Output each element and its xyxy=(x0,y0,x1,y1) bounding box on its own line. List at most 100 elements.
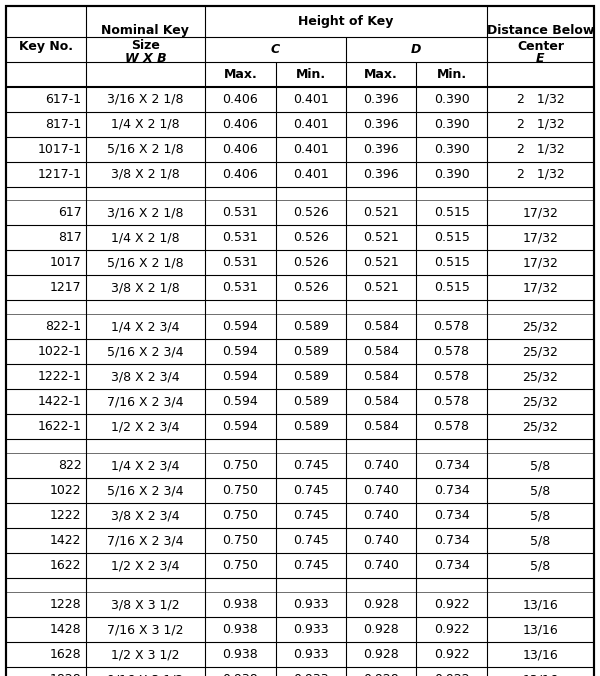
Text: 5/8: 5/8 xyxy=(530,459,551,473)
Text: 7/16 X 3 1/2: 7/16 X 3 1/2 xyxy=(107,623,184,636)
Text: 17/32: 17/32 xyxy=(523,206,559,220)
Text: 0.390: 0.390 xyxy=(434,118,469,130)
Text: 1017-1: 1017-1 xyxy=(38,143,82,155)
Text: 5/16 X 2 1/8: 5/16 X 2 1/8 xyxy=(107,143,184,155)
Text: 3/8 X 2 1/8: 3/8 X 2 1/8 xyxy=(111,281,180,295)
Text: 817-1: 817-1 xyxy=(46,118,82,130)
Text: 0.933: 0.933 xyxy=(293,598,329,611)
Text: 0.584: 0.584 xyxy=(363,370,399,383)
Text: 0.584: 0.584 xyxy=(363,320,399,333)
Text: 822: 822 xyxy=(58,459,82,473)
Text: 0.734: 0.734 xyxy=(434,484,469,498)
Text: 0.526: 0.526 xyxy=(293,281,329,295)
Text: 25/32: 25/32 xyxy=(523,395,559,408)
Text: 0.401: 0.401 xyxy=(293,143,329,155)
Text: 0.584: 0.584 xyxy=(363,395,399,408)
Text: 0.750: 0.750 xyxy=(222,534,258,548)
Text: 0.406: 0.406 xyxy=(223,143,258,155)
Text: Nominal Key
Size: Nominal Key Size xyxy=(101,24,189,52)
Text: 0.928: 0.928 xyxy=(363,598,399,611)
Text: 1622: 1622 xyxy=(50,559,82,572)
Text: 0.594: 0.594 xyxy=(223,320,258,333)
Text: 13/16: 13/16 xyxy=(523,598,558,611)
Text: Min.: Min. xyxy=(296,68,326,80)
Text: 0.578: 0.578 xyxy=(434,345,470,358)
Text: 0.515: 0.515 xyxy=(434,281,470,295)
Text: 0.745: 0.745 xyxy=(293,534,329,548)
Text: 1/2 X 2 3/4: 1/2 X 2 3/4 xyxy=(111,559,179,572)
Text: 1017: 1017 xyxy=(50,256,82,270)
Text: 1228: 1228 xyxy=(50,598,82,611)
Text: 0.922: 0.922 xyxy=(434,623,469,636)
Text: 2   1/32: 2 1/32 xyxy=(517,168,564,180)
Text: 0.406: 0.406 xyxy=(223,118,258,130)
Text: 0.578: 0.578 xyxy=(434,420,470,433)
Text: D: D xyxy=(411,43,422,55)
Text: 1/4 X 2 1/8: 1/4 X 2 1/8 xyxy=(111,231,179,245)
Text: 3/8 X 3 1/2: 3/8 X 3 1/2 xyxy=(111,598,179,611)
Text: 0.521: 0.521 xyxy=(363,281,399,295)
Text: 0.594: 0.594 xyxy=(223,420,258,433)
Text: 0.589: 0.589 xyxy=(293,345,329,358)
Text: 0.938: 0.938 xyxy=(223,623,258,636)
Text: 2   1/32: 2 1/32 xyxy=(517,93,564,105)
Text: 3/16 X 2 1/8: 3/16 X 2 1/8 xyxy=(107,93,184,105)
Text: 0.734: 0.734 xyxy=(434,459,469,473)
Text: 0.584: 0.584 xyxy=(363,345,399,358)
Text: 0.734: 0.734 xyxy=(434,534,469,548)
Text: 0.515: 0.515 xyxy=(434,206,470,220)
Text: 1217-1: 1217-1 xyxy=(38,168,82,180)
Text: 5/8: 5/8 xyxy=(530,534,551,548)
Text: 17/32: 17/32 xyxy=(523,231,559,245)
Text: E: E xyxy=(536,52,545,65)
Text: 1622-1: 1622-1 xyxy=(38,420,82,433)
Text: 1828: 1828 xyxy=(50,673,82,676)
Text: 5/16 X 2 3/4: 5/16 X 2 3/4 xyxy=(107,345,184,358)
Text: 0.750: 0.750 xyxy=(222,459,258,473)
Text: 0.515: 0.515 xyxy=(434,256,470,270)
Text: 0.401: 0.401 xyxy=(293,93,329,105)
Text: 0.578: 0.578 xyxy=(434,320,470,333)
Text: 0.396: 0.396 xyxy=(364,118,399,130)
Text: 0.933: 0.933 xyxy=(293,623,329,636)
Text: 0.526: 0.526 xyxy=(293,206,329,220)
Text: 617-1: 617-1 xyxy=(46,93,82,105)
Text: 0.521: 0.521 xyxy=(363,231,399,245)
Text: 0.521: 0.521 xyxy=(363,256,399,270)
Text: 0.390: 0.390 xyxy=(434,168,469,180)
Text: 0.928: 0.928 xyxy=(363,623,399,636)
Text: 7/16 X 2 3/4: 7/16 X 2 3/4 xyxy=(107,395,184,408)
Text: 13/16: 13/16 xyxy=(523,648,558,661)
Text: 1022-1: 1022-1 xyxy=(38,345,82,358)
Text: 5/16 X 2 1/8: 5/16 X 2 1/8 xyxy=(107,256,184,270)
Text: 0.526: 0.526 xyxy=(293,231,329,245)
Text: 822-1: 822-1 xyxy=(46,320,82,333)
Text: 25/32: 25/32 xyxy=(523,420,559,433)
Text: Height of Key: Height of Key xyxy=(298,15,394,28)
Text: 5/8: 5/8 xyxy=(530,509,551,523)
Text: 1/4 X 2 3/4: 1/4 X 2 3/4 xyxy=(111,459,179,473)
Text: 0.584: 0.584 xyxy=(363,420,399,433)
Text: 25/32: 25/32 xyxy=(523,370,559,383)
Text: 0.406: 0.406 xyxy=(223,93,258,105)
Text: 5/16 X 2 3/4: 5/16 X 2 3/4 xyxy=(107,484,184,498)
Text: 0.594: 0.594 xyxy=(223,345,258,358)
Text: 7/16 X 2 3/4: 7/16 X 2 3/4 xyxy=(107,534,184,548)
Text: Distance Below
Center: Distance Below Center xyxy=(487,24,594,53)
Text: 1222-1: 1222-1 xyxy=(38,370,82,383)
Text: 0.589: 0.589 xyxy=(293,370,329,383)
Text: 0.589: 0.589 xyxy=(293,320,329,333)
Text: 0.589: 0.589 xyxy=(293,420,329,433)
Text: 0.526: 0.526 xyxy=(293,256,329,270)
Text: 0.589: 0.589 xyxy=(293,395,329,408)
Text: 0.745: 0.745 xyxy=(293,509,329,523)
Text: 0.401: 0.401 xyxy=(293,168,329,180)
Text: 9/16 X 3 1/2: 9/16 X 3 1/2 xyxy=(107,673,184,676)
Text: 0.521: 0.521 xyxy=(363,206,399,220)
Text: C: C xyxy=(271,43,280,55)
Text: 0.531: 0.531 xyxy=(223,231,258,245)
Text: 1628: 1628 xyxy=(50,648,82,661)
Text: 13/16: 13/16 xyxy=(523,623,558,636)
Text: 0.740: 0.740 xyxy=(363,459,399,473)
Text: 1222: 1222 xyxy=(50,509,82,523)
